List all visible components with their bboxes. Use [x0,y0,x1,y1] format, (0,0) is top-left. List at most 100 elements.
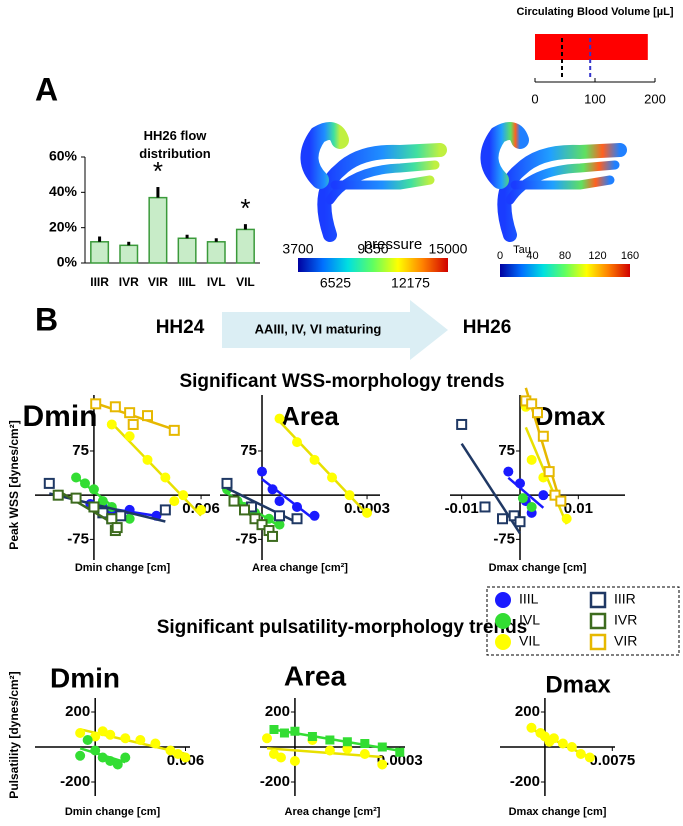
data-point [75,750,86,761]
y-axis-title: Peak WSS [dynes/cm²] [7,420,21,549]
data-point [561,513,572,524]
data-point [274,413,285,424]
data-point [124,407,136,419]
data-point [584,752,595,763]
data-point [274,510,286,522]
data-point [395,747,405,757]
data-point [292,437,303,448]
y-axis-title: Pulsatility [dynes/cm²] [7,671,21,798]
stage-label: HH24 [156,317,205,338]
chart-title: Area [281,401,339,431]
data-point [274,519,285,530]
data-point [279,728,289,738]
data-point [160,472,171,483]
data-point [526,454,537,465]
x-axis-title: Dmax change [cm] [489,562,587,574]
y-tick-label: -200 [260,773,290,790]
data-point [109,401,121,413]
data-point [169,496,180,507]
data-point [115,510,127,522]
data-point [43,477,55,489]
colorbar-tick-label: 6525 [320,275,351,291]
colorbar-tick-label: 9350 [357,241,388,257]
x-axis-title: Dmin change [cm] [65,806,161,818]
y-tick-label: 200 [265,703,290,720]
chart-title: Area [284,660,347,691]
data-point [526,398,538,410]
data-point [150,738,161,749]
bar [235,228,255,264]
y-tick-label: 75 [240,442,257,459]
y-tick-label: 200 [65,703,90,720]
data-point [515,478,525,489]
y-tick-label: 75 [72,442,89,459]
data-point [324,745,335,756]
data-point [360,739,370,748]
data-point [377,742,387,752]
chart-title: Circulating Blood Volume [µL] [516,6,673,18]
legend-marker [589,633,607,651]
data-point [71,472,82,483]
data-point [257,466,268,477]
y-tick-label: 40% [49,183,78,199]
x-tick-label: -0.01 [445,500,479,517]
data-point [90,745,101,756]
chart-title: HH26 flow distribution [139,128,211,161]
colorbar-title: Tau [513,244,531,256]
data-point [566,742,577,752]
data-point [196,504,207,515]
legend-marker [495,634,511,650]
data-point [249,513,261,525]
y-tick-label: 20% [49,218,78,234]
data-point [105,756,116,766]
trend-line [226,487,298,524]
chart-title: Dmax [545,671,611,698]
colorbar-tick-label: 15000 [429,241,468,257]
data-point [82,735,93,745]
x-axis-title: Dmax change [cm] [509,806,607,818]
x-tick-label: 100 [584,91,606,106]
trend-line [507,476,545,509]
data-point [80,478,90,489]
data-point [456,418,468,430]
y-tick-label: -75 [493,530,515,547]
data-point [90,398,102,410]
data-point [275,752,286,763]
vessel-model [480,122,627,242]
data-point [159,504,171,516]
legend-label: IVR [614,612,637,628]
x-tick-label: 0 [531,91,538,106]
chart-title: Dmin [50,662,120,693]
data-point [120,752,131,763]
bar [119,244,139,264]
data-point [359,749,370,759]
data-point [221,477,233,489]
colorbar [298,258,448,272]
x-tick-label: IVR [119,275,139,289]
y-tick-label: -75 [67,530,89,547]
x-tick-label: 200 [644,91,666,106]
data-point [97,496,108,507]
data-point [178,490,189,501]
x-tick-label: IIIR [90,275,109,289]
data-point [135,735,146,745]
data-point [261,733,272,744]
section-heading: Significant pulsatility-morphology trend… [157,617,528,638]
data-point [239,504,251,516]
panel-label: B [35,301,58,337]
data-point [269,725,279,734]
bar [535,34,648,60]
x-tick-label: 0.0075 [589,752,635,769]
stage-label: HH26 [463,317,512,338]
x-tick-label: 0.01 [564,500,593,517]
bar [177,237,197,264]
data-point [575,749,586,759]
y-tick-label: 60% [49,148,78,164]
data-point [289,756,300,766]
chart-title: Dmax [535,401,606,431]
data-point [267,484,278,495]
data-point [548,733,559,744]
annotation: * [240,193,250,223]
x-axis-title: Area change [cm²] [252,562,348,574]
